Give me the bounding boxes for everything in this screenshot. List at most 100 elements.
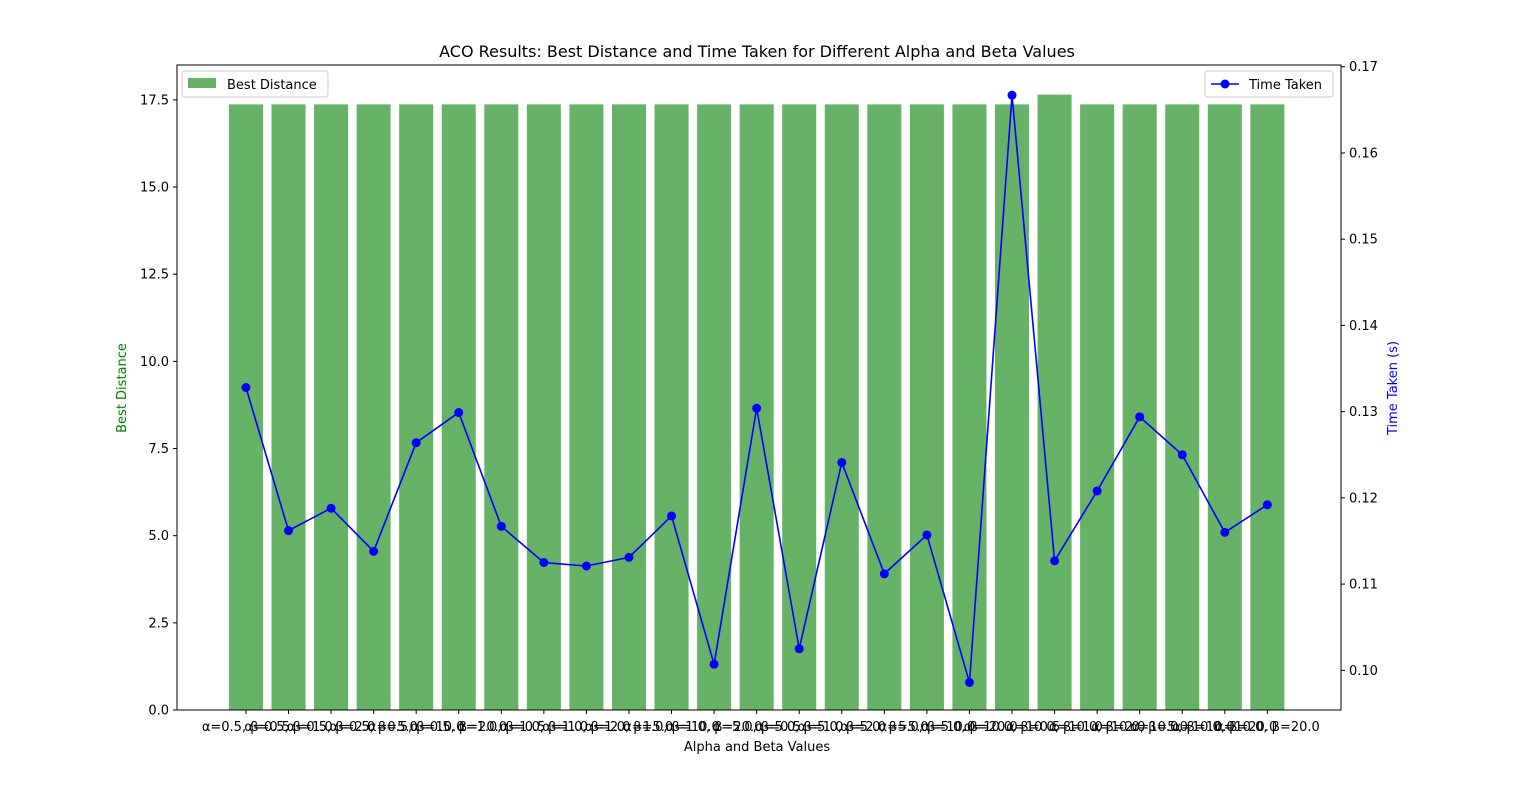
bar-best-distance: [1250, 104, 1285, 710]
bar-best-distance: [1122, 104, 1157, 710]
time-taken-point: [496, 521, 506, 531]
x-tick-label: α=10.0, β=0.5: [964, 720, 1061, 735]
x-tick-label: α=1.0, β=10.0: [623, 720, 720, 735]
legend-best-distance-swatch: [188, 78, 216, 88]
legend-time-taken-swatch-marker: [1220, 79, 1230, 89]
y-tick-label: 7.5: [148, 442, 169, 457]
plot-frame: [176, 64, 1342, 711]
bar-best-distance: [909, 104, 944, 710]
x-tick-label: α=1.0, β=1.0: [500, 720, 588, 735]
left-axis: 0.0 2.5 5.0 7.5 10.0 12.5 15.0 17.5: [140, 93, 177, 719]
time-taken-point: [667, 511, 677, 521]
time-taken-point: [837, 458, 847, 468]
y-tick-label: 12.5: [140, 268, 169, 283]
time-taken-point: [1177, 450, 1187, 460]
right-axis: 0.10 0.11 0.12 0.13 0.14 0.15 0.16 0.17: [1341, 60, 1378, 679]
x-tick-label: α=0.5, β=1.0: [244, 720, 332, 735]
time-taken-point: [411, 438, 421, 448]
bar-best-distance: [1080, 104, 1115, 710]
time-taken-point: [1092, 486, 1102, 496]
x-axis-label: Alpha and Beta Values: [684, 740, 830, 755]
time-taken-point: [539, 558, 549, 568]
y2-tick-label: 0.14: [1349, 319, 1378, 334]
bar-best-distance: [782, 104, 817, 710]
time-taken-point: [1007, 90, 1017, 100]
time-taken-point: [709, 659, 719, 669]
bar-best-distance: [1037, 94, 1072, 710]
y2-tick-label: 0.11: [1349, 578, 1378, 593]
x-tick-label: α=10.0, β=1.0: [1006, 720, 1103, 735]
y2-tick-label: 0.15: [1349, 233, 1378, 248]
x-tick-label: α=0.5, β=10.0: [368, 720, 465, 735]
time-taken-point: [624, 552, 634, 562]
y-axis-label: Best Distance: [115, 343, 130, 433]
chart-title: ACO Results: Best Distance and Time Take…: [439, 42, 1075, 61]
bar-best-distance: [441, 104, 476, 710]
x-tick-label: α=10.0, β=20.0: [1215, 720, 1320, 735]
bar-best-distance: [314, 104, 349, 710]
time-taken-point: [241, 383, 251, 392]
x-tick-label: α=10.0, β=20.0: [1172, 720, 1277, 735]
y-tick-label: 0.0: [148, 704, 169, 719]
time-taken-point: [1050, 556, 1060, 566]
y2-tick-label: 0.12: [1349, 491, 1378, 506]
bar-best-distance: [1165, 104, 1200, 710]
y-tick-label: 15.0: [140, 181, 169, 196]
bar-best-distance: [867, 104, 902, 710]
x-tick-label: α=5.0, β=5.0: [840, 720, 928, 735]
y-tick-label: 10.0: [140, 355, 169, 370]
x-tick-label: α=10.0, β=5.0: [1091, 720, 1188, 735]
bar-best-distance: [654, 104, 689, 710]
y2-axis-label: Time Taken (s): [1386, 341, 1401, 436]
time-taken-point: [1220, 527, 1230, 537]
x-tick-label: α=5.0, β=20.0: [921, 720, 1018, 735]
legend-best-distance-label: Best Distance: [227, 78, 317, 93]
plot-area-border: [176, 64, 1342, 711]
x-tick-label: α=0.5, β=2.0: [287, 720, 375, 735]
bar-best-distance: [952, 104, 987, 710]
time-taken-point: [1135, 412, 1145, 422]
x-tick-label: α=0.5, β=20.0: [410, 720, 507, 735]
time-taken-point: [922, 530, 932, 540]
y2-tick-label: 0.16: [1349, 146, 1378, 161]
time-taken-point: [964, 677, 974, 687]
y2-tick-label: 0.13: [1349, 405, 1378, 420]
time-taken-point: [879, 569, 889, 579]
y2-tick-label: 0.17: [1349, 60, 1378, 75]
legend-time-taken: Time Taken: [1204, 70, 1334, 98]
bar-best-distance: [484, 104, 519, 710]
bar-best-distance: [697, 104, 732, 710]
time-taken-point: [454, 408, 464, 418]
x-tick-label: α=5.0, β=2.0: [798, 720, 886, 735]
time-taken-point: [794, 644, 804, 654]
y-tick-label: 2.5: [148, 616, 169, 631]
x-tick-label: α=5.0, β=1.0: [755, 720, 843, 735]
bar-best-distance: [356, 104, 391, 710]
x-tick-label: α=0.5, β=0.5: [202, 720, 290, 735]
x-tick-label: α=1.0, β=0.5: [457, 720, 545, 735]
x-tick-label: α=10.0, β=2.0: [1049, 720, 1146, 735]
bar-best-distance: [228, 104, 263, 710]
time-taken-point: [1262, 500, 1272, 510]
legend-best-distance: Best Distance: [181, 70, 329, 98]
x-tick-label: α=5.0, β=0.5: [713, 720, 801, 735]
bar-best-distance: [399, 104, 434, 710]
time-taken-line-layer: [241, 90, 1272, 687]
x-tick-label: α=5.0, β=10.0: [879, 720, 976, 735]
y-tick-label: 5.0: [148, 529, 169, 544]
y-tick-label: 17.5: [140, 93, 169, 108]
legend-time-taken-label: Time Taken: [1248, 78, 1322, 93]
x-tick-label: α=0.5, β=5.0: [329, 720, 417, 735]
bars-layer: [228, 94, 1285, 710]
time-taken-point: [752, 403, 762, 413]
bar-best-distance: [569, 104, 604, 710]
x-tick-label: α=1.0, β=2.0: [542, 720, 630, 735]
time-taken-point: [581, 561, 591, 571]
time-taken-point: [326, 503, 336, 513]
x-axis: α=0.5, β=0.5α=0.5, β=1.0α=0.5, β=2.0α=0.…: [202, 710, 1320, 735]
time-taken-point: [284, 526, 294, 536]
bar-best-distance: [1207, 104, 1242, 710]
bar-best-distance: [824, 104, 859, 710]
